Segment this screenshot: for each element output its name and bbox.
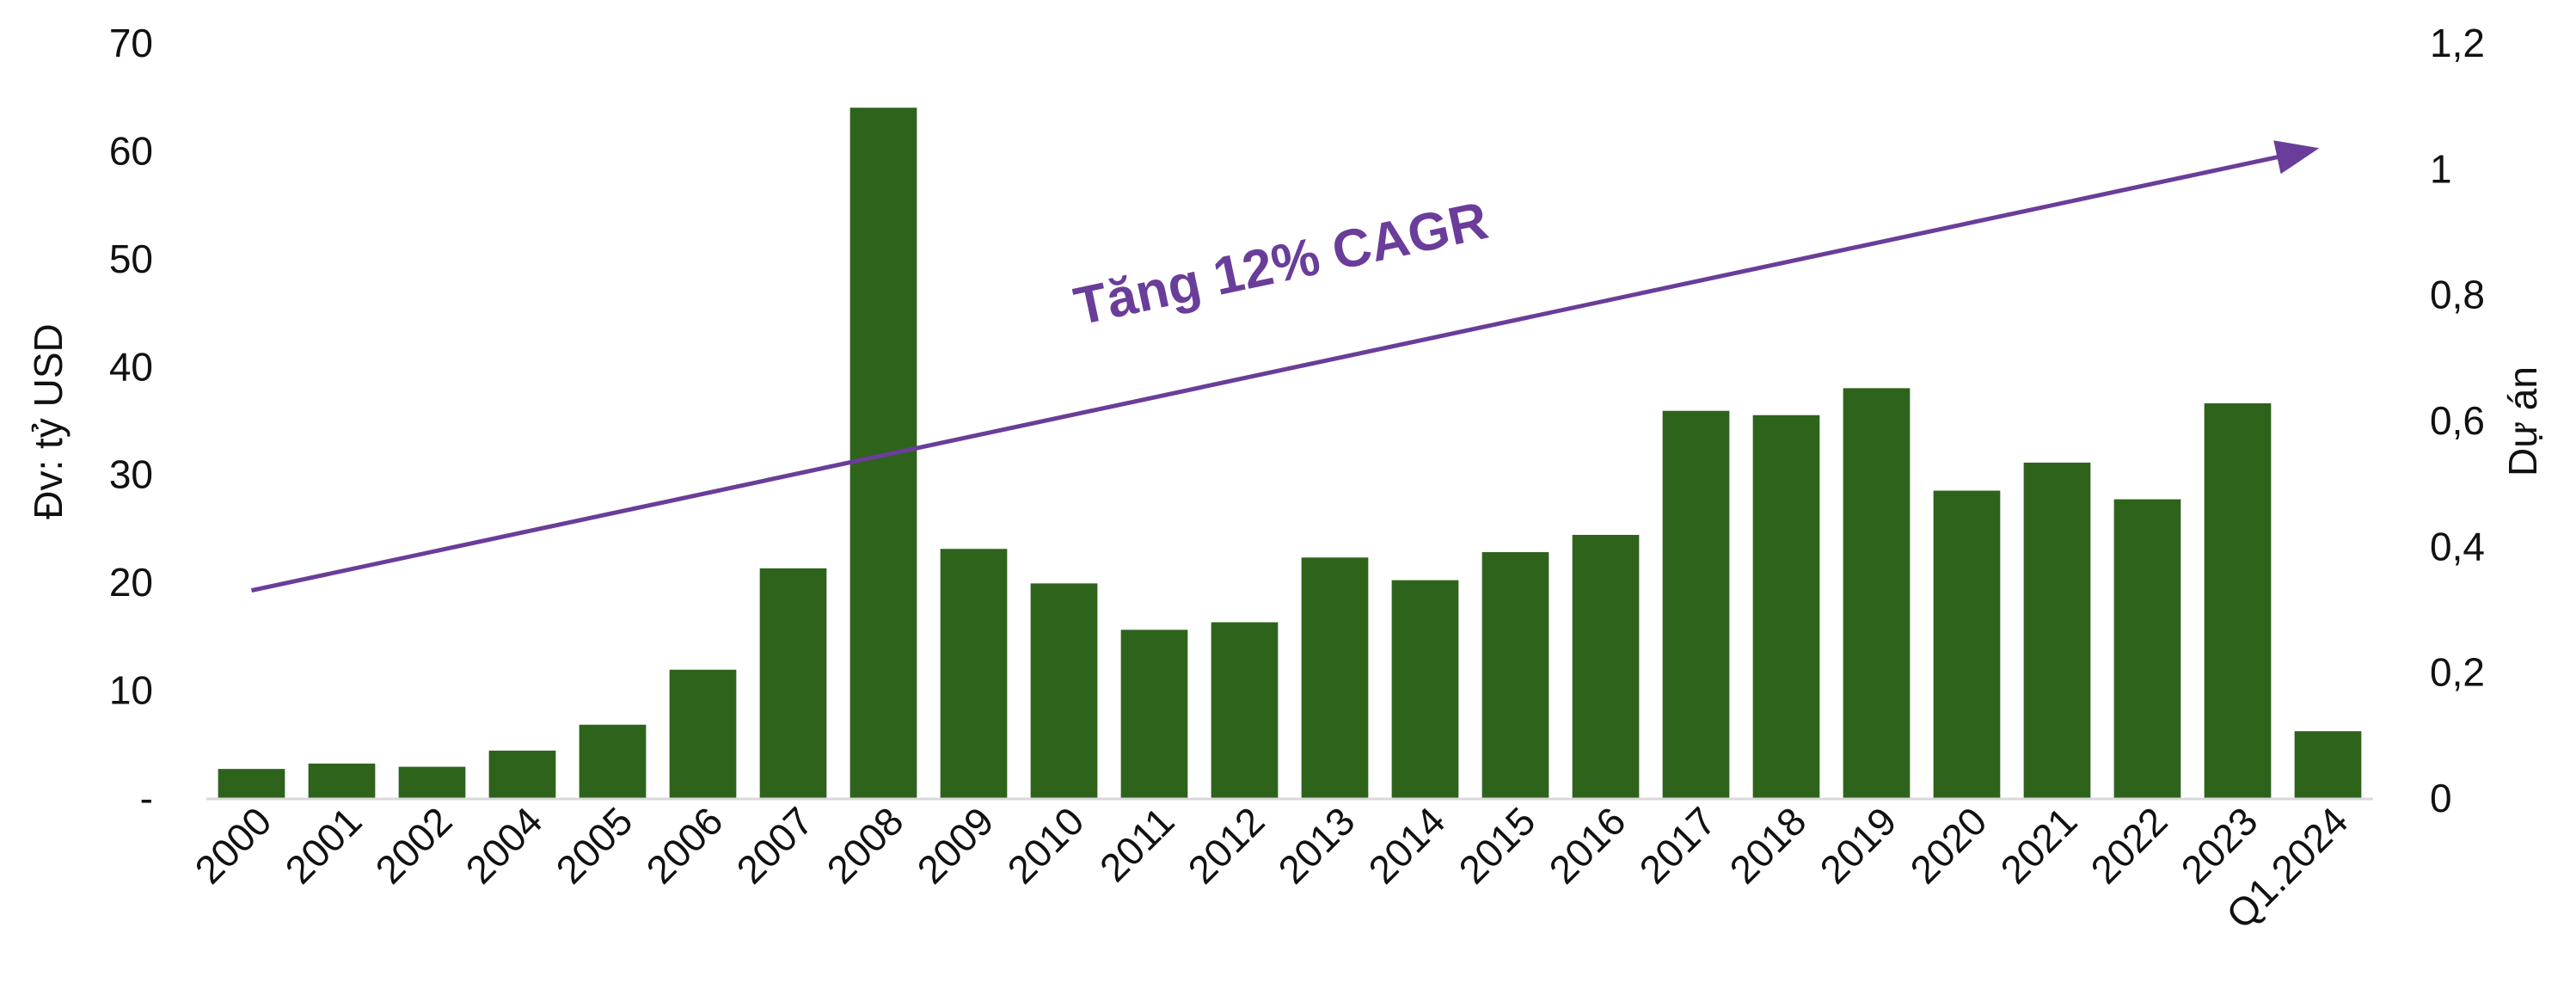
y-tick-label: 70 <box>109 21 153 65</box>
bar <box>1752 415 1820 798</box>
x-tick-label: 2006 <box>637 798 731 892</box>
x-tick-label: 2009 <box>908 798 1002 892</box>
x-tick-label: 2019 <box>1811 798 1904 892</box>
bar <box>2023 462 2091 798</box>
x-tick-label: 2015 <box>1450 798 1543 892</box>
x-tick-label: 2018 <box>1720 798 1814 892</box>
x-tick-label: 2017 <box>1630 798 1724 892</box>
bar <box>1843 388 1911 798</box>
x-tick-label: 2022 <box>2082 798 2175 892</box>
bar <box>1662 410 1730 798</box>
bar <box>940 549 1008 798</box>
bar <box>218 769 285 798</box>
y2-tick-label: 1,2 <box>2430 21 2485 65</box>
x-tick-label: 2020 <box>1901 798 1995 892</box>
bar <box>1211 622 1279 798</box>
x-axis-ticks: 2000200120022004200520062007200820092010… <box>186 798 2356 937</box>
bar <box>2113 499 2181 798</box>
y2-tick-label: 0,8 <box>2430 273 2485 317</box>
trend-annotation: Tăng 12% CAGR <box>1069 191 1493 337</box>
x-tick-label: 2008 <box>818 798 911 892</box>
x-tick-label: 2016 <box>1540 798 1634 892</box>
trend-arrow <box>250 140 2320 593</box>
x-tick-label: 2002 <box>366 798 460 892</box>
bar <box>2294 731 2362 798</box>
bar <box>1572 534 1640 798</box>
y-tick-label: 50 <box>109 236 153 281</box>
bar <box>1391 580 1459 798</box>
bar <box>1120 630 1188 798</box>
bar <box>1933 490 2001 798</box>
x-tick-label: 2007 <box>727 798 821 892</box>
y2-tick-label: 0,6 <box>2430 398 2485 443</box>
y-tick-label: 40 <box>109 344 153 389</box>
bar <box>488 750 556 798</box>
y-tick-label: 10 <box>109 668 153 713</box>
bar <box>398 766 466 798</box>
bar <box>669 669 737 798</box>
bar <box>849 108 917 798</box>
y-tick-label: 20 <box>109 560 153 605</box>
y2-tick-label: 0,4 <box>2430 524 2485 568</box>
x-tick-label: 2013 <box>1269 798 1363 892</box>
x-tick-label: 2001 <box>276 798 370 892</box>
bar <box>1030 583 1098 798</box>
bar <box>1301 557 1369 798</box>
y-tick-label: 60 <box>109 128 153 173</box>
x-tick-label: 2011 <box>1091 798 1183 890</box>
y-axis-ticks: - 10 20 30 40 50 60 70 <box>109 21 153 820</box>
bar <box>308 763 376 798</box>
x-tick-label: 2021 <box>1991 798 2085 892</box>
x-tick-label: 2012 <box>1179 798 1273 892</box>
y2-axis-title: Dự án <box>2500 366 2545 476</box>
bar <box>1481 552 1549 798</box>
y2-tick-label: 0,2 <box>2430 650 2485 695</box>
bar <box>759 568 827 798</box>
x-tick-label: 2005 <box>547 798 641 892</box>
y2-axis-label: Dự án <box>2500 366 2545 476</box>
bar <box>2204 402 2272 798</box>
bars-group <box>218 108 2362 798</box>
x-tick-label: 2014 <box>1359 798 1453 892</box>
y-tick-label: - <box>140 776 153 820</box>
y-axis-title: Đv: tỷ USD <box>26 323 71 519</box>
x-tick-label: 2004 <box>457 798 550 892</box>
y2-axis-ticks: 0 0,2 0,4 0,6 0,8 1 1,2 <box>2430 21 2485 820</box>
bar <box>579 724 647 798</box>
y2-tick-label: 0 <box>2430 776 2452 820</box>
x-tick-label: 2010 <box>998 798 1092 892</box>
y2-tick-label: 1 <box>2430 146 2452 191</box>
x-tick-label: 2000 <box>186 798 279 892</box>
y-tick-label: 30 <box>109 452 153 497</box>
y-axis-label: Đv: tỷ USD <box>26 323 71 519</box>
